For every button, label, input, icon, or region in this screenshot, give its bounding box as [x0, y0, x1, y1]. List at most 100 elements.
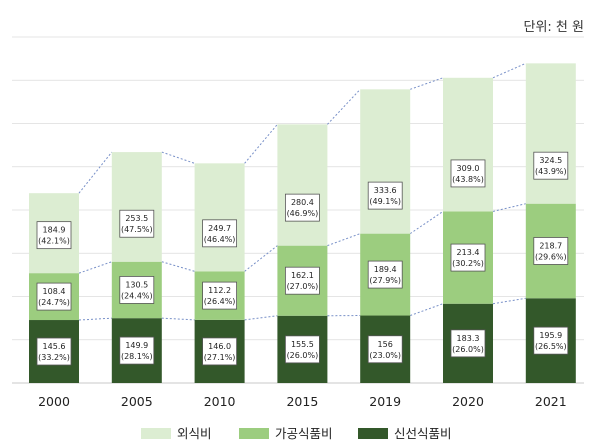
- label-processed-2015-value: 162.1: [291, 271, 314, 280]
- label-processed-2015-share: (27.0%): [287, 282, 319, 291]
- label-dining-2005-value: 253.5: [125, 214, 148, 223]
- x-tick-2021: 2021: [535, 394, 567, 409]
- label-fresh-2015-value: 155.5: [291, 340, 314, 349]
- label-fresh-2020-share: (26.0%): [452, 345, 484, 354]
- label-dining-2015-box: [284, 193, 320, 222]
- label-fresh-2000-value: 145.6: [43, 342, 66, 351]
- value-labels: 145.6 (33.2%) 108.4 (24.7%) 184.9 (42.1%) 149.…: [36, 151, 569, 366]
- x-tick-2019: 2019: [369, 394, 401, 409]
- label-processed-2010-box: [202, 281, 238, 310]
- label-dining-2000-value: 184.9: [43, 226, 66, 235]
- connector-processed: [409, 211, 444, 235]
- legend-swatch-dining: [141, 428, 171, 439]
- x-tick-2000: 2000: [38, 394, 70, 409]
- label-fresh-2019-value: 156: [378, 340, 393, 349]
- connector-total: [327, 88, 361, 125]
- connector-processed: [78, 261, 112, 274]
- connector-total: [410, 77, 444, 90]
- connector-processed: [161, 261, 195, 272]
- label-dining-2005-share: (47.5%): [121, 225, 153, 234]
- label-dining-2020-value: 309.0: [457, 164, 480, 173]
- bar-dining-2021: [525, 63, 576, 204]
- label-processed-2015-box: [284, 266, 320, 295]
- label-processed-2010-share: (26.4%): [204, 297, 236, 306]
- label-dining-2021-share: (43.9%): [535, 167, 567, 176]
- connector-fresh: [244, 315, 278, 321]
- connector-total: [492, 62, 527, 79]
- label-dining-2020-share: (43.8%): [452, 175, 484, 184]
- connector-processed: [492, 203, 526, 212]
- label-fresh-2015-box: [284, 335, 320, 364]
- legend-label-dining: 외식비: [177, 426, 212, 441]
- label-fresh-2021-share: (26.5%): [535, 342, 567, 351]
- bar-dining-2019: [360, 89, 411, 234]
- label-fresh-2005-box: [119, 336, 155, 365]
- label-processed-2005-value: 130.5: [125, 280, 148, 289]
- label-processed-2020-share: (30.2%): [452, 259, 484, 268]
- label-processed-2019-share: (27.9%): [369, 276, 401, 285]
- label-fresh-2005-value: 149.9: [125, 341, 148, 350]
- label-fresh-2019-share: (23.0%): [369, 351, 401, 360]
- label-processed-2005-share: (24.4%): [121, 291, 153, 300]
- bar-dining-2010: [194, 163, 245, 272]
- label-processed-2000-share: (24.7%): [38, 298, 70, 307]
- connector-fresh: [410, 303, 444, 317]
- x-tick-2010: 2010: [204, 394, 236, 409]
- label-fresh-2010-box: [202, 337, 238, 366]
- label-processed-2020-box: [450, 243, 486, 272]
- label-fresh-2010-value: 146.0: [208, 342, 231, 351]
- label-dining-2005-box: [119, 209, 155, 238]
- connector-total: [161, 151, 195, 164]
- legend-label-processed: 가공식품비: [275, 426, 333, 441]
- connector-total: [244, 124, 278, 164]
- label-processed-2005-box: [119, 276, 155, 304]
- connector-processed: [327, 233, 361, 247]
- unit-label: 단위: 천 원: [523, 20, 585, 35]
- bar-dining-2005: [111, 152, 162, 262]
- label-fresh-2020-value: 183.3: [457, 334, 480, 343]
- label-dining-2021-value: 324.5: [539, 156, 562, 165]
- label-dining-2019-share: (49.1%): [369, 197, 401, 206]
- label-fresh-2020-box: [450, 329, 486, 358]
- legend-label-fresh: 신선식품비: [394, 426, 452, 441]
- x-axis-ticks: 2000 2005 2010 2015 2019 2020 2021: [38, 394, 567, 409]
- label-processed-2020-value: 213.4: [457, 248, 480, 257]
- x-tick-2020: 2020: [452, 394, 484, 409]
- label-dining-2015-share: (46.9%): [287, 209, 319, 218]
- label-dining-2010-share: (46.4%): [204, 235, 236, 244]
- label-fresh-2010-share: (27.1%): [204, 353, 236, 362]
- legend-swatch-fresh: [358, 428, 388, 439]
- label-fresh-2000-box: [36, 337, 72, 366]
- connector-processed: [244, 245, 278, 272]
- label-dining-2020-box: [450, 159, 486, 188]
- x-tick-2015: 2015: [286, 394, 318, 409]
- label-dining-2010-value: 249.7: [208, 224, 231, 233]
- bar-dining-2020: [443, 77, 493, 212]
- label-dining-2019-box: [367, 181, 403, 210]
- label-dining-2000-box: [36, 221, 72, 250]
- x-tick-2005: 2005: [121, 394, 153, 409]
- legend: 외식비 가공식품비 신선식품비: [141, 426, 452, 441]
- label-fresh-2021-value: 195.9: [539, 331, 562, 340]
- connector-lines: [78, 62, 527, 321]
- label-fresh-2005-share: (28.1%): [121, 352, 153, 361]
- label-dining-2015-value: 280.4: [291, 198, 314, 207]
- legend-swatch-processed: [239, 428, 269, 439]
- label-dining-2010-box: [202, 219, 238, 248]
- label-fresh-2021-box: [533, 326, 569, 355]
- connector-fresh: [78, 317, 112, 321]
- connector-fresh: [161, 317, 195, 321]
- label-dining-2000-share: (42.1%): [38, 237, 70, 246]
- label-processed-2021-share: (29.6%): [535, 252, 567, 261]
- bar-dining-2015: [277, 124, 328, 246]
- label-dining-2019-value: 333.6: [374, 186, 397, 195]
- label-processed-2019-value: 189.4: [374, 265, 397, 274]
- connector-total: [78, 151, 113, 194]
- label-fresh-2000-share: (33.2%): [38, 353, 70, 362]
- label-processed-2000-box: [36, 282, 72, 311]
- label-processed-2000-value: 108.4: [43, 287, 66, 296]
- label-processed-2019-box: [367, 260, 403, 289]
- label-dining-2021-box: [533, 151, 569, 180]
- bars: [29, 63, 576, 383]
